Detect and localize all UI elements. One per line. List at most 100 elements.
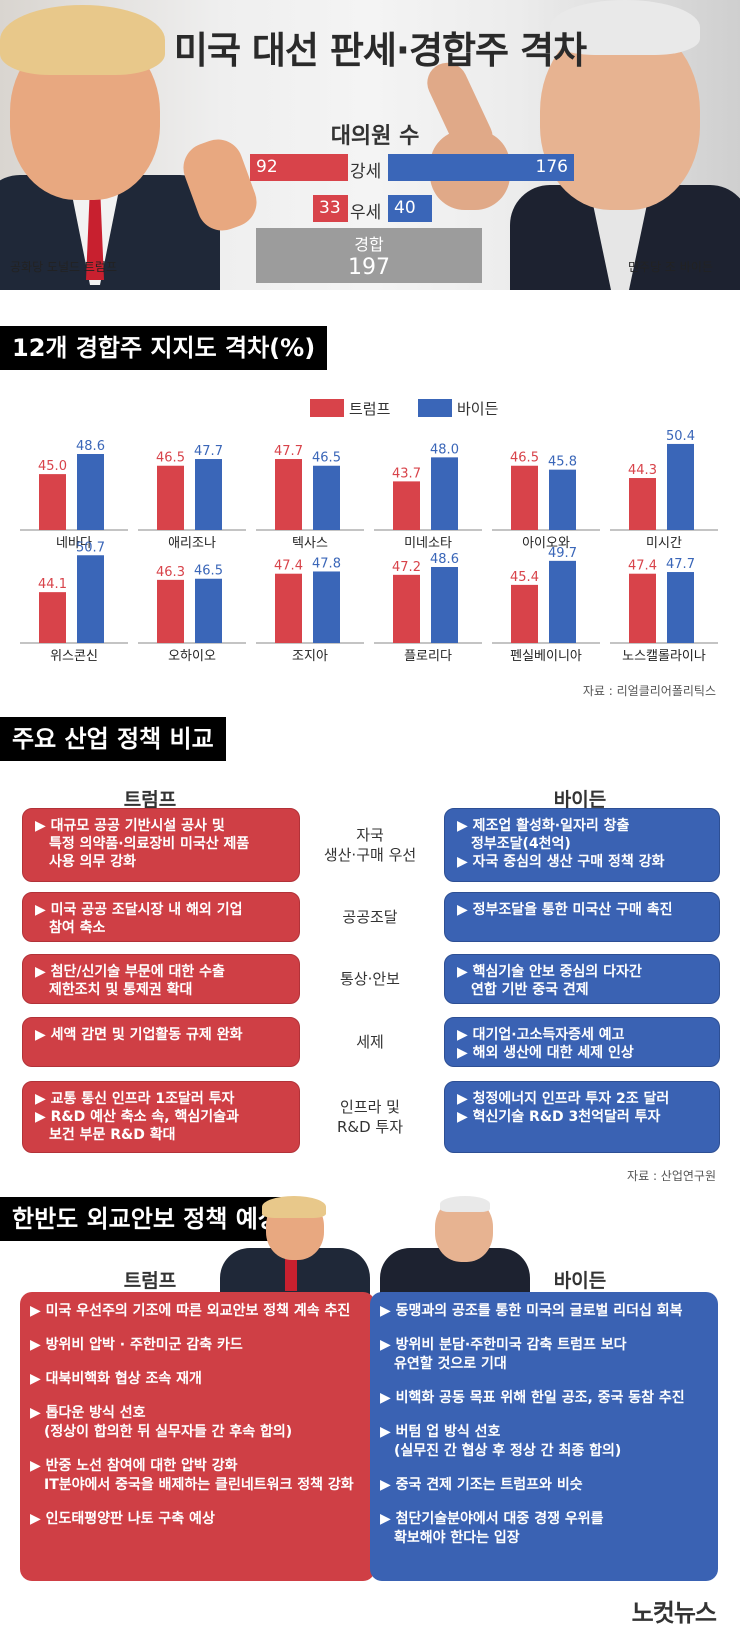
biden-lean-bar: 40 [388, 195, 432, 222]
bar-trump [39, 474, 66, 530]
policy-trump-line: ▶ R&D 예산 축소 속, 핵심기술과 [35, 1109, 239, 1125]
policy-biden-line: ▶ 해외 생산에 대한 세제 인상 [457, 1045, 634, 1061]
korea-trump-line: ▶ 대북비핵화 협상 조속 재개 [30, 1371, 202, 1387]
biden-photo [420, 0, 740, 290]
korea-biden-line: ▶ 비핵화 공동 목표 위해 한일 공조, 중국 동참 추진 [380, 1390, 685, 1406]
bar-trump [393, 481, 420, 530]
policy-trump-line: 참여 축소 [49, 920, 106, 936]
label-trump: 43.7 [392, 466, 421, 481]
korea-trump-item: ▶ 인도태평양판 나토 구축 예상 [30, 1510, 365, 1529]
bar-trump [39, 592, 66, 643]
korea-biden-head: 바이든 [553, 1270, 607, 1292]
korea-trump-box: ▶ 미국 우선주의 기조에 따른 외교안보 정책 계속 추진 ▶ 방위비 압박 ·… [20, 1292, 375, 1581]
label-biden: 50.7 [76, 540, 105, 555]
policy-biden-line: 연합 기반 중국 견제 [471, 982, 589, 998]
korea-trump-head: 트럼프 [123, 1270, 177, 1292]
bar-trump [157, 465, 184, 530]
biden-strong-bar: 176 [388, 154, 574, 181]
policy-biden-line: ▶ 정부조달을 통한 미국산 구매 촉진 [457, 902, 673, 918]
bar-biden [77, 555, 104, 643]
policy-category-line: 자국 [356, 826, 384, 844]
category-label: 아이오와 [522, 536, 570, 551]
policy-trump-line: ▶ 교통 통신 인프라 1조달러 투자 [35, 1091, 235, 1107]
korea-biden-item: ▶ 버텀 업 방식 선호 (실무진 간 협상 후 정상 간 최종 합의) [380, 1423, 708, 1461]
policy-category-line: 인프라 및 [340, 1098, 400, 1116]
korea-trump-line: ▶ 톱다운 방식 선호 [30, 1405, 146, 1421]
label-biden: 47.7 [666, 557, 695, 572]
bar-biden [667, 443, 694, 530]
legend-biden-label: 바이든 [457, 400, 499, 418]
trump-lean-bar: 33 [313, 195, 348, 222]
bar-biden [549, 469, 576, 530]
korea-biden-box: ▶ 동맹과의 공조를 통한 미국의 글로벌 리더십 회복 ▶ 방위비 분담·주한미… [370, 1292, 718, 1581]
category-label: 애리조나 [168, 536, 216, 551]
korea-trump-line: IT분야에서 중국을 배제하는 클린네트워크 정책 강화 [44, 1477, 354, 1493]
label-biden: 45.8 [548, 455, 577, 470]
korea-biden-item: ▶ 동맹과의 공조를 통한 미국의 글로벌 리더십 회복 [380, 1302, 708, 1321]
main-title: 미국 대선 판세·경합주 격차 [173, 29, 587, 72]
policy-category: 세제 [300, 1032, 440, 1052]
policy-biden-box: ▶ 제조업 활성화·일자리 창출 정부조달(4천억) ▶ 자국 중심의 생산 구매 … [444, 808, 720, 882]
policy-trump-line: ▶ 첨단/신기술 부문에 대한 수출 [35, 964, 225, 980]
policy-trump-line: 제한조치 및 통제권 확대 [49, 982, 193, 998]
label-trump: 47.2 [392, 560, 421, 575]
label-biden: 47.7 [194, 444, 223, 459]
category-label: 플로리다 [404, 649, 452, 664]
bar-trump [275, 459, 302, 530]
bar-trump [629, 478, 656, 530]
category-label: 펜실베이니아 [510, 649, 582, 664]
policy-trump-line: ▶ 세액 감면 및 기업활동 규제 완화 [35, 1027, 243, 1043]
biden-strong-value: 176 [535, 157, 568, 177]
label-trump: 45.0 [38, 459, 67, 474]
policy-category-line: R&D 투자 [336, 1118, 404, 1136]
korea-biden-line: ▶ 중국 견제 기조는 트럼프와 비슷 [380, 1477, 583, 1493]
legend-trump-swatch [310, 399, 344, 417]
bar-biden [549, 560, 576, 643]
label-biden: 46.5 [194, 564, 223, 579]
section-title-industry-policy: 주요 산업 정책 비교 [0, 717, 226, 761]
trump-caption: 공화당 도널드 트럼프 [10, 260, 117, 274]
label-trump: 44.3 [628, 463, 657, 478]
category-label: 노스캘롤라이나 [622, 649, 706, 664]
korea-trump-item: ▶ 반중 노선 참여에 대한 압박 강화 IT분야에서 중국을 배제하는 클린네트… [30, 1457, 365, 1495]
policy-trump-line: 특정 의약품·의료장비 미국산 제품 [49, 836, 250, 852]
label-trump: 46.5 [510, 451, 539, 466]
tossup-label: 경합 [354, 235, 384, 254]
policy-source: 자료 : 산업연구원 [627, 1169, 716, 1183]
trump-lean-value: 33 [319, 198, 341, 218]
bar-trump [157, 579, 184, 643]
bar-biden [313, 571, 340, 643]
policy-category: 공공조달 [300, 907, 440, 927]
tossup-value: 197 [348, 255, 390, 280]
policy-biden-line: ▶ 자국 중심의 생산 구매 정책 강화 [457, 854, 665, 870]
chart-source: 자료 : 리얼클리어폴리틱스 [582, 684, 716, 698]
policy-trump-line: ▶ 대규모 공공 기반시설 공사 및 [35, 818, 225, 834]
label-trump: 44.1 [38, 577, 67, 592]
legend-trump: 트럼프 [310, 398, 390, 419]
korea-biden-line: ▶ 방위비 분담·주한미국 감축 트럼프 보다 [380, 1337, 627, 1353]
category-label: 위스콘신 [50, 649, 98, 664]
policy-trump-line: 보건 부문 R&D 확대 [49, 1127, 176, 1143]
korea-trump-line: ▶ 인도태평양판 나토 구축 예상 [30, 1511, 215, 1527]
policy-category-line: 생산·구매 우선 [323, 846, 417, 864]
korea-biden-item: ▶ 중국 견제 기조는 트럼프와 비슷 [380, 1476, 708, 1495]
legend-biden-swatch [418, 399, 452, 417]
bar-biden [77, 454, 104, 530]
label-biden: 50.4 [666, 429, 695, 444]
lean-label: 우세 [350, 203, 382, 223]
policy-trump-head: 트럼프 [123, 789, 177, 811]
biden-caption: 민주당 조 바이든 [628, 260, 713, 274]
korea-trump-item: ▶ 톱다운 방식 선호 (정상이 합의한 뒤 실무자들 간 후속 합의) [30, 1404, 365, 1442]
label-trump: 47.7 [274, 444, 303, 459]
policy-trump-box: ▶ 미국 공공 조달시장 내 해외 기업 참여 축소 [22, 892, 300, 942]
trump-photo [0, 0, 264, 290]
bar-trump [393, 574, 420, 643]
category-label: 조지아 [292, 649, 328, 664]
policy-biden-line: ▶ 제조업 활성화·일자리 창출 [457, 818, 630, 834]
label-trump: 47.4 [628, 559, 657, 574]
label-trump: 46.3 [156, 565, 185, 580]
korea-biden-line: (실무진 간 협상 후 정상 간 최종 합의) [394, 1443, 622, 1459]
